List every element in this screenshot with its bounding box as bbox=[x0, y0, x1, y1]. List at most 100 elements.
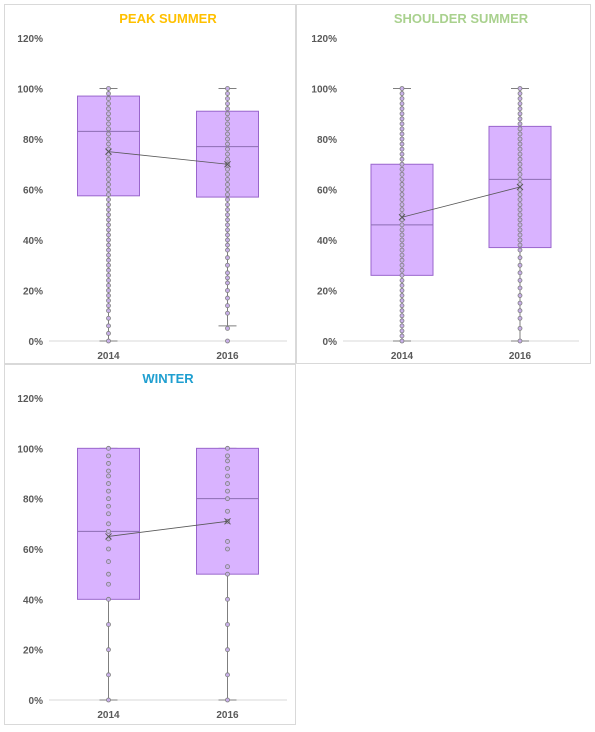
x-tick-label: 2016 bbox=[216, 710, 239, 721]
data-point bbox=[399, 116, 405, 122]
y-tick-label: 120% bbox=[311, 34, 337, 45]
data-point bbox=[399, 111, 405, 117]
data-point bbox=[399, 303, 405, 309]
data-point bbox=[106, 293, 111, 298]
data-point bbox=[225, 571, 230, 577]
data-point bbox=[106, 267, 111, 273]
data-point bbox=[399, 197, 405, 203]
data-point bbox=[106, 445, 111, 451]
data-point bbox=[106, 111, 111, 117]
mean-line bbox=[108, 151, 228, 165]
mean-marker bbox=[105, 533, 112, 540]
data-point bbox=[106, 596, 111, 602]
data-point bbox=[106, 222, 111, 228]
data-point bbox=[517, 308, 523, 314]
data-point bbox=[517, 176, 523, 182]
data-point bbox=[106, 308, 111, 314]
data-point bbox=[106, 212, 111, 218]
data-point bbox=[399, 202, 405, 208]
data-point bbox=[399, 232, 405, 238]
data-point bbox=[106, 581, 111, 587]
data-point bbox=[106, 252, 111, 258]
data-point bbox=[106, 262, 111, 268]
data-point bbox=[106, 86, 111, 91]
data-point bbox=[225, 217, 230, 223]
data-point bbox=[106, 116, 111, 122]
data-point bbox=[517, 338, 523, 344]
data-point bbox=[517, 270, 523, 276]
data-point bbox=[399, 176, 405, 182]
y-tick-label: 20% bbox=[23, 287, 43, 298]
data-point bbox=[225, 458, 230, 464]
data-point bbox=[399, 262, 405, 268]
data-point bbox=[517, 136, 523, 142]
data-point bbox=[399, 227, 405, 233]
data-point bbox=[106, 232, 111, 238]
data-point bbox=[517, 101, 523, 107]
data-point bbox=[517, 96, 523, 101]
data-point bbox=[517, 106, 523, 112]
data-point bbox=[225, 176, 230, 182]
data-point bbox=[399, 136, 405, 142]
data-point bbox=[106, 468, 111, 474]
x-tick-label: 2016 bbox=[216, 351, 239, 362]
data-point bbox=[225, 466, 230, 471]
data-point bbox=[517, 116, 523, 122]
data-point bbox=[106, 521, 111, 527]
data-point bbox=[399, 151, 405, 157]
data-point bbox=[106, 237, 111, 243]
data-point bbox=[225, 672, 230, 678]
data-point bbox=[399, 121, 405, 127]
data-point bbox=[399, 257, 405, 263]
data-point bbox=[225, 212, 230, 218]
data-point bbox=[517, 171, 523, 177]
chart-svg: PEAK SUMMER 0% 20% 40% 60% 80% 100% 120% 2014 201… bbox=[17, 11, 287, 362]
data-point bbox=[399, 101, 405, 107]
data-point bbox=[225, 275, 230, 281]
data-point bbox=[399, 171, 405, 177]
box-2014 bbox=[77, 86, 140, 344]
data-point bbox=[225, 237, 230, 243]
data-point bbox=[106, 91, 111, 96]
data-point bbox=[106, 473, 111, 479]
data-point bbox=[106, 257, 111, 263]
data-point bbox=[225, 101, 230, 107]
y-tick-label: 100% bbox=[17, 85, 43, 96]
y-tick-label: 20% bbox=[317, 287, 337, 298]
data-point bbox=[399, 156, 405, 162]
data-point bbox=[517, 232, 523, 238]
data-point bbox=[399, 338, 405, 344]
mean-line bbox=[108, 520, 228, 537]
data-point bbox=[225, 187, 230, 192]
data-point bbox=[106, 126, 111, 132]
data-point bbox=[517, 207, 523, 213]
data-point bbox=[106, 136, 111, 142]
data-point bbox=[106, 247, 111, 253]
data-point bbox=[106, 461, 111, 466]
data-point bbox=[106, 496, 111, 502]
data-point bbox=[225, 111, 230, 117]
chart-svg: SHOULDER SUMMER 0% 20% 40% 60% 80% 100% 120% 201… bbox=[311, 11, 579, 362]
x-tick-label: 2016 bbox=[509, 351, 532, 362]
y-tick-label: 60% bbox=[23, 545, 43, 556]
data-point bbox=[517, 300, 523, 306]
data-point bbox=[225, 156, 230, 162]
data-point bbox=[399, 313, 405, 319]
data-point bbox=[106, 161, 111, 167]
data-point bbox=[225, 232, 230, 238]
data-point bbox=[399, 146, 405, 152]
data-point bbox=[225, 295, 230, 301]
data-point bbox=[225, 262, 230, 268]
data-point bbox=[399, 106, 405, 112]
data-point bbox=[399, 318, 405, 324]
data-point bbox=[225, 86, 230, 91]
data-point bbox=[225, 647, 230, 653]
data-point bbox=[517, 156, 523, 162]
data-point bbox=[106, 156, 111, 162]
data-point bbox=[106, 227, 111, 233]
data-point bbox=[106, 141, 111, 147]
mean-line bbox=[401, 186, 521, 218]
data-point bbox=[399, 288, 405, 293]
data-point bbox=[225, 121, 230, 127]
data-point bbox=[517, 91, 523, 96]
